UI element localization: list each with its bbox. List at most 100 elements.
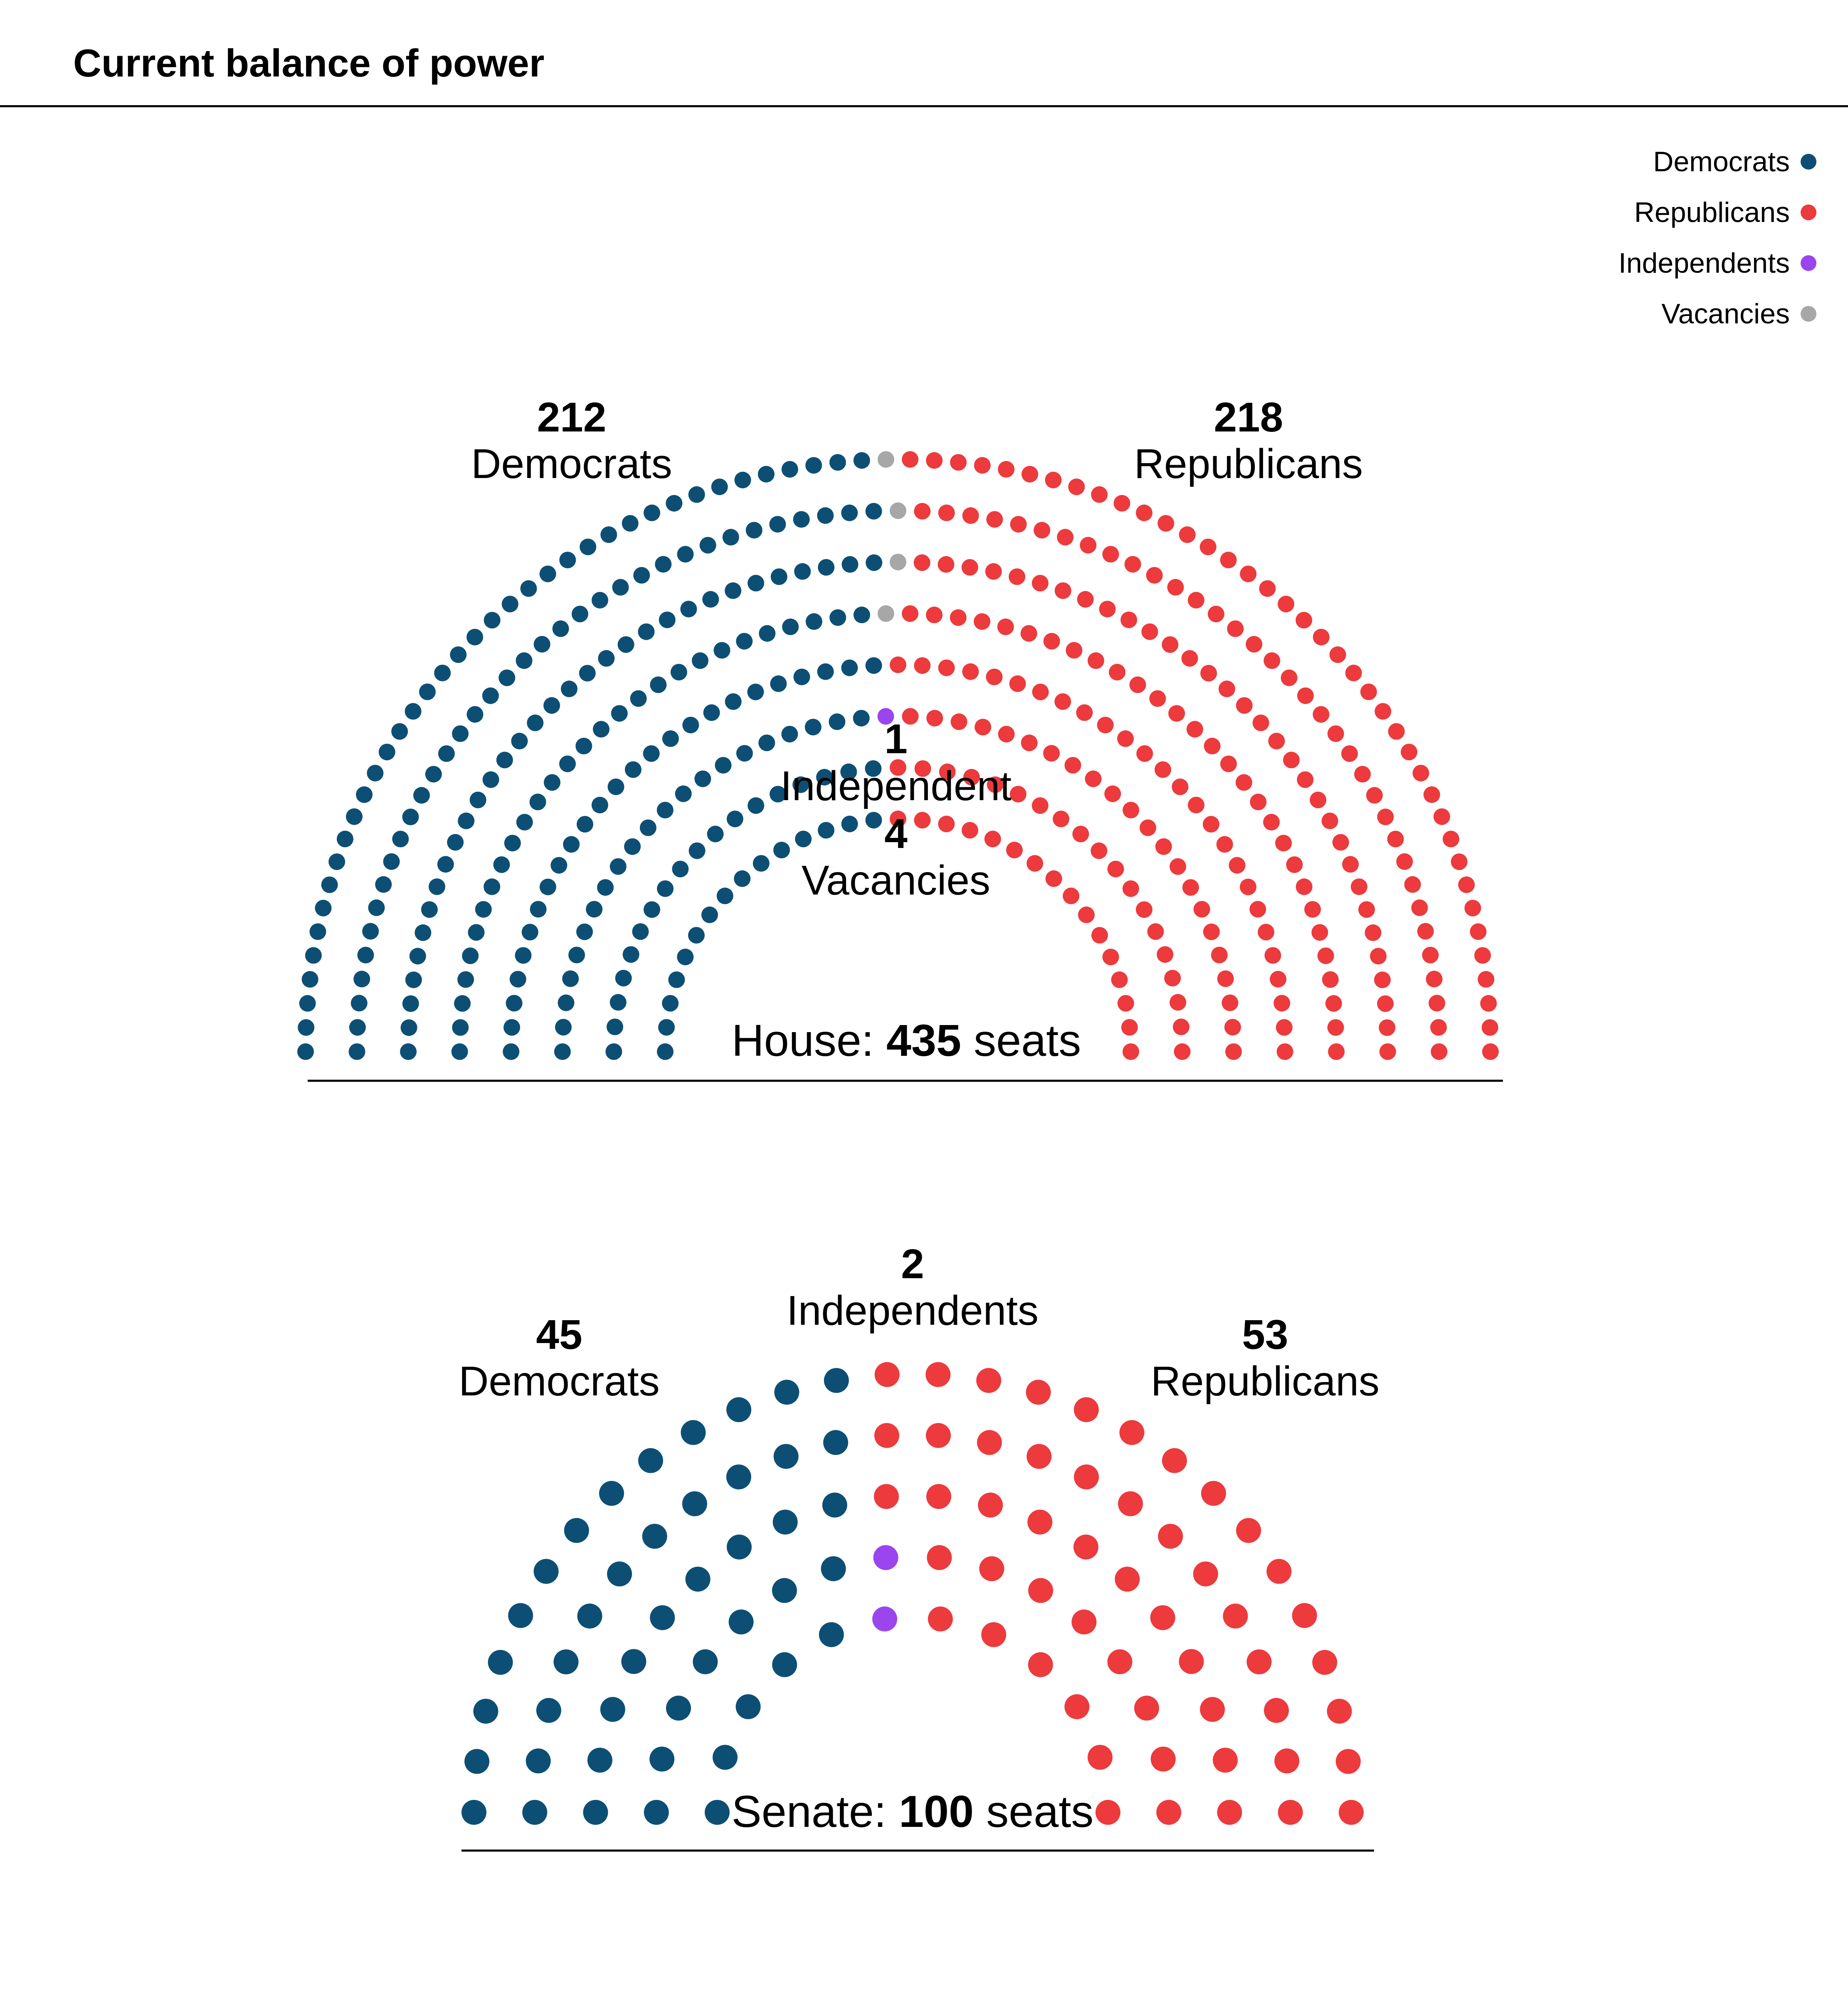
seat-democrats [865,657,882,674]
seat-republicans [1028,1652,1053,1677]
legend-item-republicans: Republicans [1318,187,1816,238]
seat-democrats [821,1556,846,1581]
seat-republicans [1379,1043,1396,1060]
seat-democrats [511,732,528,749]
seat-democrats [466,628,484,646]
seat-republicans [1203,923,1220,940]
seat-republicans [1162,636,1179,653]
seat-republicans [902,605,919,622]
seat-republicans [1158,1523,1183,1549]
seat-republicans [987,776,1004,793]
seat-democrats [705,1800,730,1825]
seat-democrats [392,831,409,848]
seat-republicans [1107,860,1124,877]
seat-democrats [772,1652,797,1677]
seat-republicans [1027,1509,1053,1535]
seat-republicans [978,1492,1003,1518]
seat-republicans [1404,876,1421,893]
seat-democrats [607,778,624,795]
seat-democrats [368,899,385,916]
seat-republicans [1224,1019,1241,1036]
seat-republicans [1240,878,1257,895]
seat-republicans [1464,900,1481,917]
seat-democrats [309,923,326,940]
seat-republicans [927,1545,952,1570]
title-divider [0,105,1848,107]
seat-republicans [1236,697,1253,714]
seat-democrats [773,842,790,858]
seat-democrats [400,1019,417,1036]
seat-republicans [902,451,919,468]
seat-republicans [1123,801,1140,818]
seat-democrats [356,786,373,803]
seat-republicans [1433,808,1450,825]
seat-democrats [530,901,547,918]
seat-republicans [1109,664,1126,680]
seat-republicans [1129,676,1146,693]
seat-republicans [1064,1694,1090,1719]
seat-independents [872,1606,898,1632]
seat-democrats [559,552,576,569]
seat-democrats [757,466,775,483]
seat-republicans [1377,995,1394,1012]
seat-republicans [1120,611,1137,628]
seat-republicans [1077,591,1094,608]
seat-republicans [1009,568,1026,585]
seat-republicans [1174,1043,1191,1060]
seat-democrats [694,770,711,787]
seat-democrats [735,1694,761,1719]
seat-republicans [962,507,979,524]
seat-republicans [1304,901,1321,918]
seat-republicans [1313,628,1330,646]
seat-democrats [624,838,641,855]
seat-republicans [1157,515,1174,532]
seat-republicans [1412,764,1429,781]
seat-republicans [1136,901,1152,918]
seat-republicans [1478,971,1495,988]
senate-total: Senate: 100 seats [732,1786,1094,1836]
seat-democrats [353,971,370,988]
seat-democrats [391,723,408,740]
seat-democrats [328,853,345,870]
legend-label: Democrats [1653,146,1790,177]
seat-democrats [454,995,471,1012]
seat-democrats [438,745,455,762]
seat-republicans [1068,478,1085,495]
legend-label: Vacancies [1661,298,1790,330]
seat-democrats [745,522,762,539]
seat-republicans [1009,675,1026,692]
seat-democrats [488,1650,513,1675]
seat-republicans [914,760,931,777]
seat-democrats [677,949,694,966]
seat-republicans [1217,1800,1242,1825]
seat-democrats [464,1749,490,1774]
seat-republicans [981,1622,1007,1647]
seat-republicans [1045,870,1062,887]
seat-republicans [1167,579,1184,596]
seat-republicans [1423,786,1440,803]
seat-republicans [1119,1420,1145,1445]
seat-democrats [493,856,510,873]
seat-republicans [1073,1397,1099,1422]
seat-democrats [496,752,513,769]
seat-democrats [727,1534,752,1560]
seat-republicans [1028,1578,1054,1603]
seat-republicans [1276,1019,1293,1036]
seat-republicans [1360,683,1377,700]
seat-republicans [962,822,978,839]
seat-republicans [998,726,1015,743]
seat-republicans [1199,538,1216,555]
legend-swatch [1801,154,1816,170]
seat-republicans [1411,899,1428,916]
seat-republicans [1278,596,1295,613]
seat-republicans [1358,901,1375,918]
seat-republicans [1157,946,1174,963]
seat-republicans [1246,1649,1272,1674]
seat-democrats [866,554,883,571]
seat-republicans [914,503,931,520]
seat-democrats [774,1380,799,1405]
seat-republicans [1117,730,1134,747]
seat-democrats [841,816,858,833]
seat-republicans [1043,633,1060,650]
seat-democrats [793,511,810,528]
